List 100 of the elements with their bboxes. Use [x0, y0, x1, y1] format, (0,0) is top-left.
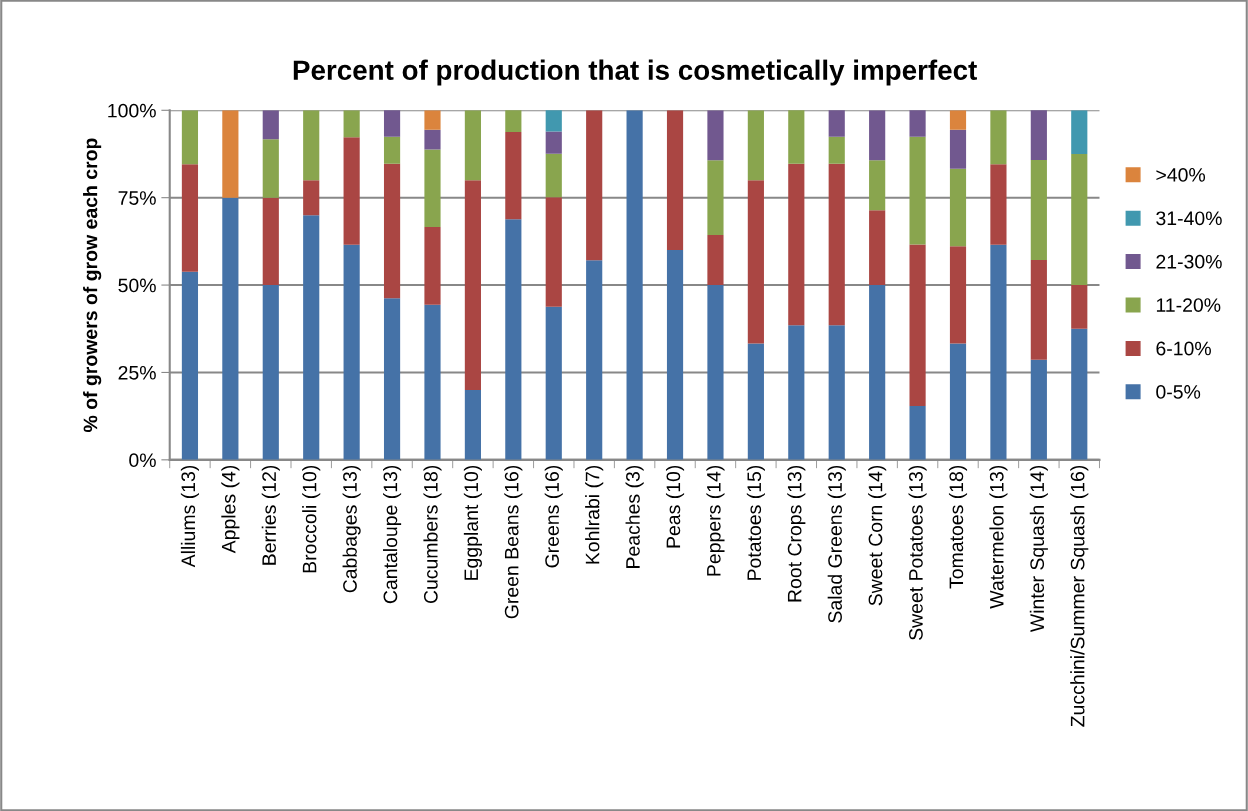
bar — [464, 389, 481, 460]
bar — [505, 219, 522, 460]
bar — [949, 343, 967, 460]
bar — [990, 164, 1007, 245]
x-tick-label: Green Beans (16) — [504, 465, 523, 619]
bar — [909, 244, 926, 407]
x-tick-label: Sweet Potatoes (13) — [908, 465, 927, 640]
bar — [828, 325, 845, 460]
bar — [545, 153, 562, 198]
bar — [545, 110, 562, 132]
bar — [424, 227, 441, 305]
y-tick-label: 0% — [129, 453, 156, 468]
bar — [1071, 153, 1088, 286]
bar — [869, 210, 886, 286]
bar — [666, 110, 684, 251]
bar — [1071, 285, 1088, 329]
x-tick-label: Peppers (14) — [706, 465, 725, 576]
bar — [1030, 159, 1047, 260]
chart-title: Percent of production that is cosmetically imperfect — [293, 59, 977, 86]
x-tick-label: Zucchini/Summer Squash (16) — [1070, 465, 1089, 727]
bar — [505, 131, 522, 220]
bar — [869, 285, 886, 460]
bar — [424, 129, 441, 150]
x-tick-label: Peas (10) — [665, 465, 685, 548]
bar — [505, 110, 522, 132]
bar — [464, 180, 481, 390]
x-tick-label: Cabbages (13) — [342, 465, 361, 593]
bar — [303, 110, 320, 181]
bar — [424, 304, 441, 460]
bar — [949, 129, 967, 169]
legend-label: 6-10% — [1156, 341, 1211, 356]
bar — [747, 180, 764, 344]
bar — [990, 110, 1007, 165]
bar — [181, 271, 199, 460]
bar — [545, 131, 562, 154]
bar — [545, 306, 562, 460]
bar — [869, 110, 886, 161]
bar — [949, 168, 967, 247]
x-tick-label: Tomatoes (18) — [948, 465, 968, 589]
x-tick-label: Kohlrabi (7) — [585, 465, 604, 564]
y-tick-label: 75% — [118, 191, 156, 205]
bar — [788, 163, 805, 326]
bar — [828, 110, 845, 137]
bar — [828, 136, 845, 164]
x-tick-label: Cantaloupe (13) — [383, 465, 402, 604]
bar — [181, 164, 199, 272]
bar — [222, 110, 239, 198]
y-tick-label: 50% — [118, 278, 156, 293]
bar — [869, 160, 886, 211]
bar — [666, 250, 684, 460]
bar — [383, 136, 401, 164]
bar — [383, 110, 401, 137]
bar — [1030, 359, 1047, 460]
x-tick-label: Greens (16) — [544, 465, 563, 568]
bar — [262, 110, 279, 140]
bar — [545, 197, 562, 307]
bar — [383, 298, 401, 460]
x-tick-label: Cucumbers (18) — [423, 465, 442, 604]
x-tick-label: Winter Squash (14) — [1029, 465, 1048, 633]
x-tick-label: Eggplant (10) — [463, 465, 482, 580]
x-tick-label: Broccoli (10) — [302, 465, 321, 573]
legend-label: 31-40% — [1156, 211, 1222, 226]
legend-label: 0-5% — [1156, 385, 1201, 399]
bar — [343, 110, 360, 138]
bar — [181, 110, 199, 165]
y-tick-label: 25% — [118, 365, 156, 380]
bar — [343, 244, 360, 460]
bar — [990, 244, 1007, 460]
y-tick-label: 100% — [108, 103, 156, 118]
bar — [909, 136, 926, 245]
bar — [949, 110, 967, 130]
bar — [303, 180, 320, 216]
bar — [262, 139, 279, 198]
bar — [747, 110, 764, 181]
y-axis-title: % of growers of grow each crop — [83, 138, 102, 433]
bar — [1071, 328, 1088, 460]
bar — [707, 110, 724, 161]
x-tick-label: Salad Greens (13) — [827, 465, 846, 623]
bar — [707, 285, 724, 460]
bar — [222, 197, 239, 460]
bar — [788, 110, 805, 164]
x-tick-label: Berries (12) — [261, 465, 280, 565]
bar — [1071, 110, 1088, 154]
bar — [343, 137, 360, 245]
bar — [303, 215, 320, 460]
x-tick-label: Peaches (3) — [625, 465, 644, 568]
bar — [424, 110, 441, 130]
bar — [949, 246, 967, 344]
x-tick-label: Root Crops (13) — [787, 465, 806, 602]
bar — [464, 110, 481, 181]
legend-label: 21-30% — [1156, 254, 1222, 269]
bar — [1030, 259, 1047, 360]
x-tick-label: Alliums (13) — [180, 465, 199, 568]
bar — [707, 235, 724, 286]
bar — [262, 285, 279, 460]
bar — [909, 110, 926, 137]
bar — [383, 163, 401, 299]
bar — [909, 406, 926, 460]
bar — [707, 160, 724, 236]
bar — [747, 343, 764, 460]
